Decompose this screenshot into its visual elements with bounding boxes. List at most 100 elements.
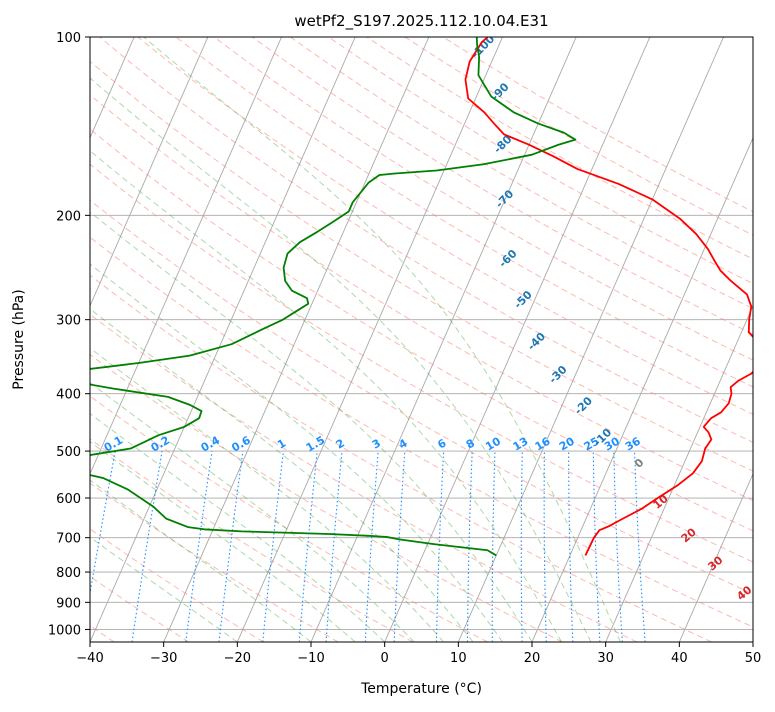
dry-adiabat-line [213, 37, 753, 361]
mixing-ratio-label: 3 [370, 437, 383, 452]
chart-title: wetPf2_S197.2025.112.10.04.E31 [294, 12, 548, 31]
y-tick-label: 500 [56, 445, 81, 460]
dry-adiabat-line [90, 353, 563, 642]
mixing-ratio-line [491, 451, 496, 642]
isotherm-line [457, 37, 724, 642]
x-tick-label: 0 [381, 651, 389, 666]
dry-adiabat-label: 20 [679, 525, 699, 545]
dry-adiabat-line [175, 37, 753, 388]
moist-adiabat-label: -30 [546, 363, 569, 386]
dewpoint-series-line [90, 37, 577, 557]
mixing-ratio-label: 10 [483, 434, 503, 453]
moist-adiabat-lines [90, 37, 621, 642]
y-tick-label: 700 [56, 532, 81, 547]
mixing-ratio-line [131, 451, 163, 642]
mixing-ratio-line [364, 451, 379, 642]
mixing-ratio-label: 8 [464, 437, 477, 452]
dry-adiabat-line [90, 274, 712, 642]
dry-adiabat-line [90, 163, 753, 563]
y-tick-label: 300 [56, 314, 81, 329]
plot-frame [89, 36, 754, 643]
isotherm-line [0, 37, 61, 642]
mixing-ratio-line [393, 451, 406, 642]
moist-adiabat-line [90, 347, 444, 642]
mixing-ratio-line [218, 451, 244, 642]
y-tick-label: 400 [56, 388, 81, 403]
mixing-ratio-lines [90, 451, 646, 642]
dry-adiabat-line [90, 94, 753, 502]
mixing-ratio-line [568, 451, 574, 642]
moist-adiabat-line [90, 77, 592, 642]
mixing-ratio-line [262, 451, 285, 642]
dry-adiabat-line [90, 236, 753, 628]
mixing-ratio-line [466, 451, 473, 642]
dry-adiabat-line [90, 128, 753, 532]
pressure-gridlines [90, 37, 753, 630]
moist-adiabat-label: -90 [488, 80, 511, 103]
y-tick-label: 800 [56, 566, 81, 581]
moist-adiabat-label: -60 [496, 247, 519, 270]
dry-adiabat-line [442, 37, 753, 213]
moist-adiabat-line [90, 308, 474, 642]
isotherm-line [90, 37, 356, 642]
moist-adiabat-line [90, 263, 503, 642]
dry-adiabat-line [137, 37, 753, 415]
x-tick-label: 20 [524, 651, 541, 666]
moist-adiabat-label: 0 [632, 456, 647, 471]
moist-adiabat-line [90, 211, 533, 642]
x-tick-label: 30 [597, 651, 614, 666]
temperature-series-line [464, 37, 753, 556]
x-tick-label: −10 [297, 651, 324, 666]
x-axis-ticks: −40 −30 −20 −10 0 10 20 30 40 50 [76, 642, 761, 666]
reference-line-labels: 0.1 0.2 0.4 0.6 1 1.5 2 3 4 6 8 10 13 16 20 25 30 3610203… [102, 37, 754, 603]
isotherm-line [678, 472, 753, 642]
dry-adiabat-line [90, 199, 753, 595]
dry-adiabat-lines [90, 37, 753, 642]
mixing-ratio-line [325, 451, 343, 642]
dry-adiabat-line [251, 37, 753, 335]
mixing-ratio-label: 4 [397, 436, 410, 451]
x-tick-label: 10 [450, 651, 467, 666]
y-tick-label: 100 [56, 31, 81, 46]
profile-series [90, 37, 753, 557]
y-tick-label: 200 [56, 209, 81, 224]
isotherm-line [90, 37, 282, 476]
isotherm-line [752, 640, 753, 642]
x-tick-label: −20 [224, 651, 251, 666]
isotherm-line [531, 136, 753, 642]
dry-adiabat-line [90, 395, 488, 642]
moist-adiabat-line [143, 37, 621, 642]
moist-adiabat-line [90, 441, 356, 642]
x-axis-label: Temperature (°C) [360, 681, 482, 697]
isotherm-line [90, 37, 209, 308]
moist-adiabat-label: -40 [525, 330, 548, 353]
y-axis-label: Pressure (hPa) [11, 289, 27, 389]
isotherm-line [236, 37, 503, 642]
isotherm-line [605, 304, 753, 642]
y-axis-ticks: 100 200 300 400 500 600 700 800 900 1000 [48, 31, 90, 638]
dry-adiabat-line [90, 60, 753, 472]
dry-adiabat-line [90, 313, 638, 642]
mixing-ratio-line [90, 451, 116, 597]
isotherm-line [163, 37, 430, 642]
moist-adiabat-label: -20 [572, 394, 595, 417]
dry-adiabat-line [99, 37, 753, 443]
x-tick-label: −40 [76, 651, 103, 666]
mixing-ratio-line [634, 451, 646, 642]
y-tick-label: 1000 [48, 623, 81, 638]
dry-adiabat-line [366, 37, 753, 260]
x-tick-label: −30 [150, 651, 177, 666]
x-tick-label: 50 [745, 651, 762, 666]
isotherm-line [384, 37, 651, 642]
dry-adiabat-line [90, 438, 414, 642]
y-tick-label: 600 [56, 492, 81, 507]
dry-adiabat-label: 40 [734, 583, 754, 603]
moist-adiabat-line [90, 150, 562, 642]
moist-adiabat-line [90, 412, 386, 642]
moist-adiabat-line [90, 479, 312, 642]
moist-adiabat-line [90, 381, 415, 642]
isotherm-lines [0, 37, 753, 642]
mixing-ratio-line [592, 451, 601, 642]
